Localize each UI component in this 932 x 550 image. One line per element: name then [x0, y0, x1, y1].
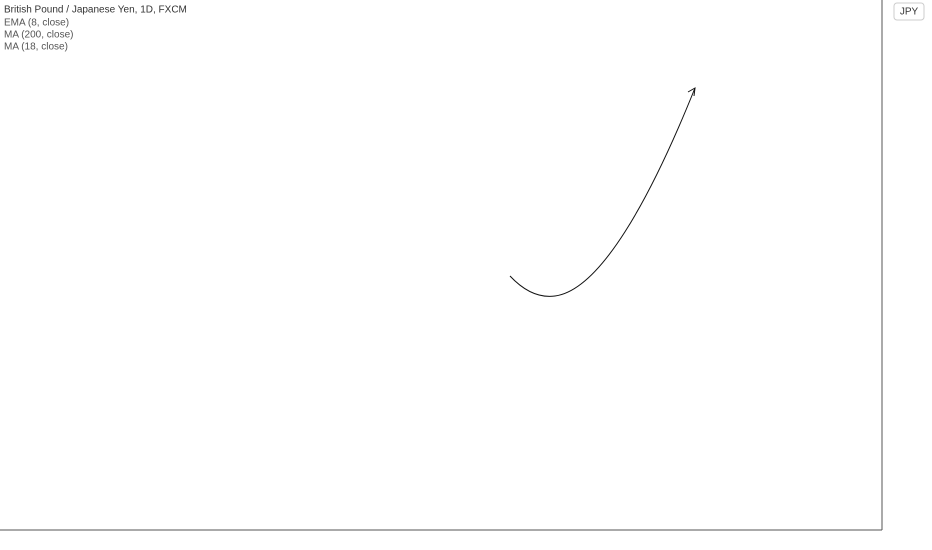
currency-button[interactable]: [893, 2, 925, 21]
projection-curve: [509, 87, 696, 297]
price-axis-bg: [882, 0, 932, 550]
projection-arrowhead: [687, 87, 696, 97]
legend-entry: EMA (8, close): [4, 18, 69, 29]
legend: British Pound / Japanese Yen, 1D, FXCM E…: [4, 5, 187, 53]
legend-entry: MA (18, close): [4, 42, 68, 53]
symbol-title: British Pound / Japanese Yen, 1D, FXCM: [4, 5, 187, 16]
legend-entry: MA (200, close): [4, 30, 73, 41]
currency-button-label: JPY: [900, 7, 919, 18]
